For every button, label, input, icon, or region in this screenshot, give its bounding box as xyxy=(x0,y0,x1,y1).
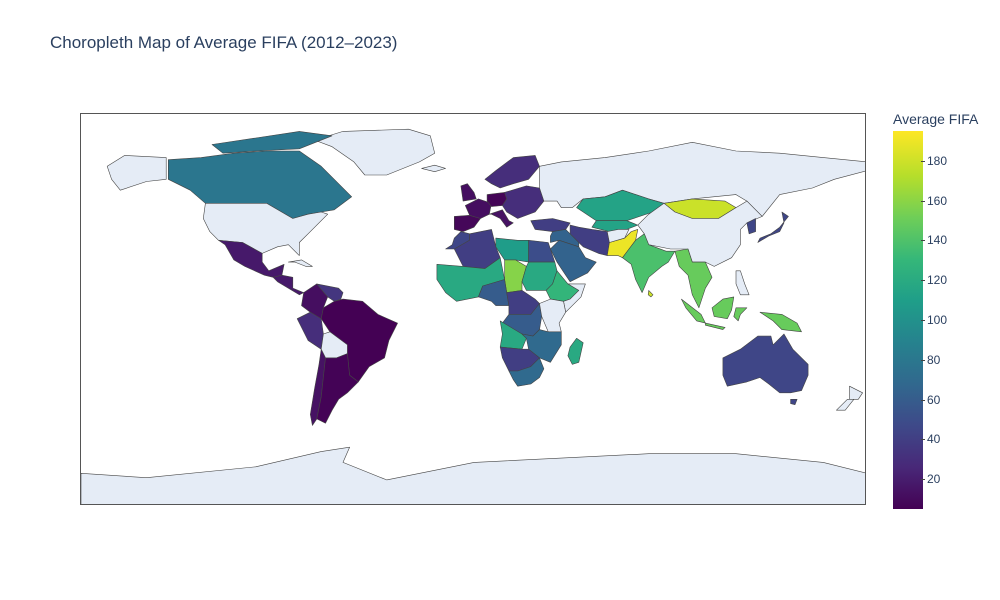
country-borneo[interactable] xyxy=(712,297,734,319)
country-philippines[interactable] xyxy=(736,271,749,295)
country-europe-east[interactable] xyxy=(502,186,544,219)
country-australia[interactable] xyxy=(723,334,808,393)
country-java[interactable] xyxy=(705,323,725,330)
country-new-zealand[interactable] xyxy=(850,386,863,399)
colorbar-tick: 160 xyxy=(927,194,947,208)
colorbar-tick: 40 xyxy=(927,432,940,446)
country-antarctica[interactable] xyxy=(81,447,866,505)
colorbar-tick: 100 xyxy=(927,313,947,327)
country-central-america[interactable] xyxy=(273,275,304,295)
chart-title: Choropleth Map of Average FIFA (2012–202… xyxy=(50,33,397,53)
country-tasmania[interactable] xyxy=(791,399,798,404)
colorbar-tick: 120 xyxy=(927,273,947,287)
country-madagascar[interactable] xyxy=(568,338,583,364)
colorbar-tick: 60 xyxy=(927,393,940,407)
country-egypt[interactable] xyxy=(529,240,555,262)
country-libya[interactable] xyxy=(496,238,529,262)
country-sulawesi[interactable] xyxy=(734,308,747,321)
country-chad[interactable] xyxy=(505,260,527,293)
colorbar xyxy=(893,131,923,509)
country-uk[interactable] xyxy=(461,184,476,201)
colorbar-tick: 180 xyxy=(927,154,947,168)
world-map[interactable] xyxy=(81,114,866,505)
country-sumatra[interactable] xyxy=(681,299,705,323)
country-arctic-islands[interactable] xyxy=(212,131,332,153)
country-cuba[interactable] xyxy=(288,260,312,267)
country-peru[interactable] xyxy=(297,312,323,349)
country-scandinavia[interactable] xyxy=(485,155,540,188)
country-alaska[interactable] xyxy=(107,155,166,190)
country-new-guinea[interactable] xyxy=(760,312,802,332)
colorbar-tick: 140 xyxy=(927,233,947,247)
country-nz-south[interactable] xyxy=(836,399,854,410)
country-iceland[interactable] xyxy=(422,165,446,172)
colorbar-tick: 80 xyxy=(927,353,940,367)
map-frame[interactable] xyxy=(80,113,866,505)
colorbar-title: Average FIFA xyxy=(893,111,978,127)
country-greenland[interactable] xyxy=(315,129,435,175)
country-spain[interactable] xyxy=(454,215,480,231)
country-sri-lanka[interactable] xyxy=(648,290,653,297)
country-east-africa[interactable] xyxy=(540,299,566,332)
colorbar-tick: 20 xyxy=(927,472,940,486)
